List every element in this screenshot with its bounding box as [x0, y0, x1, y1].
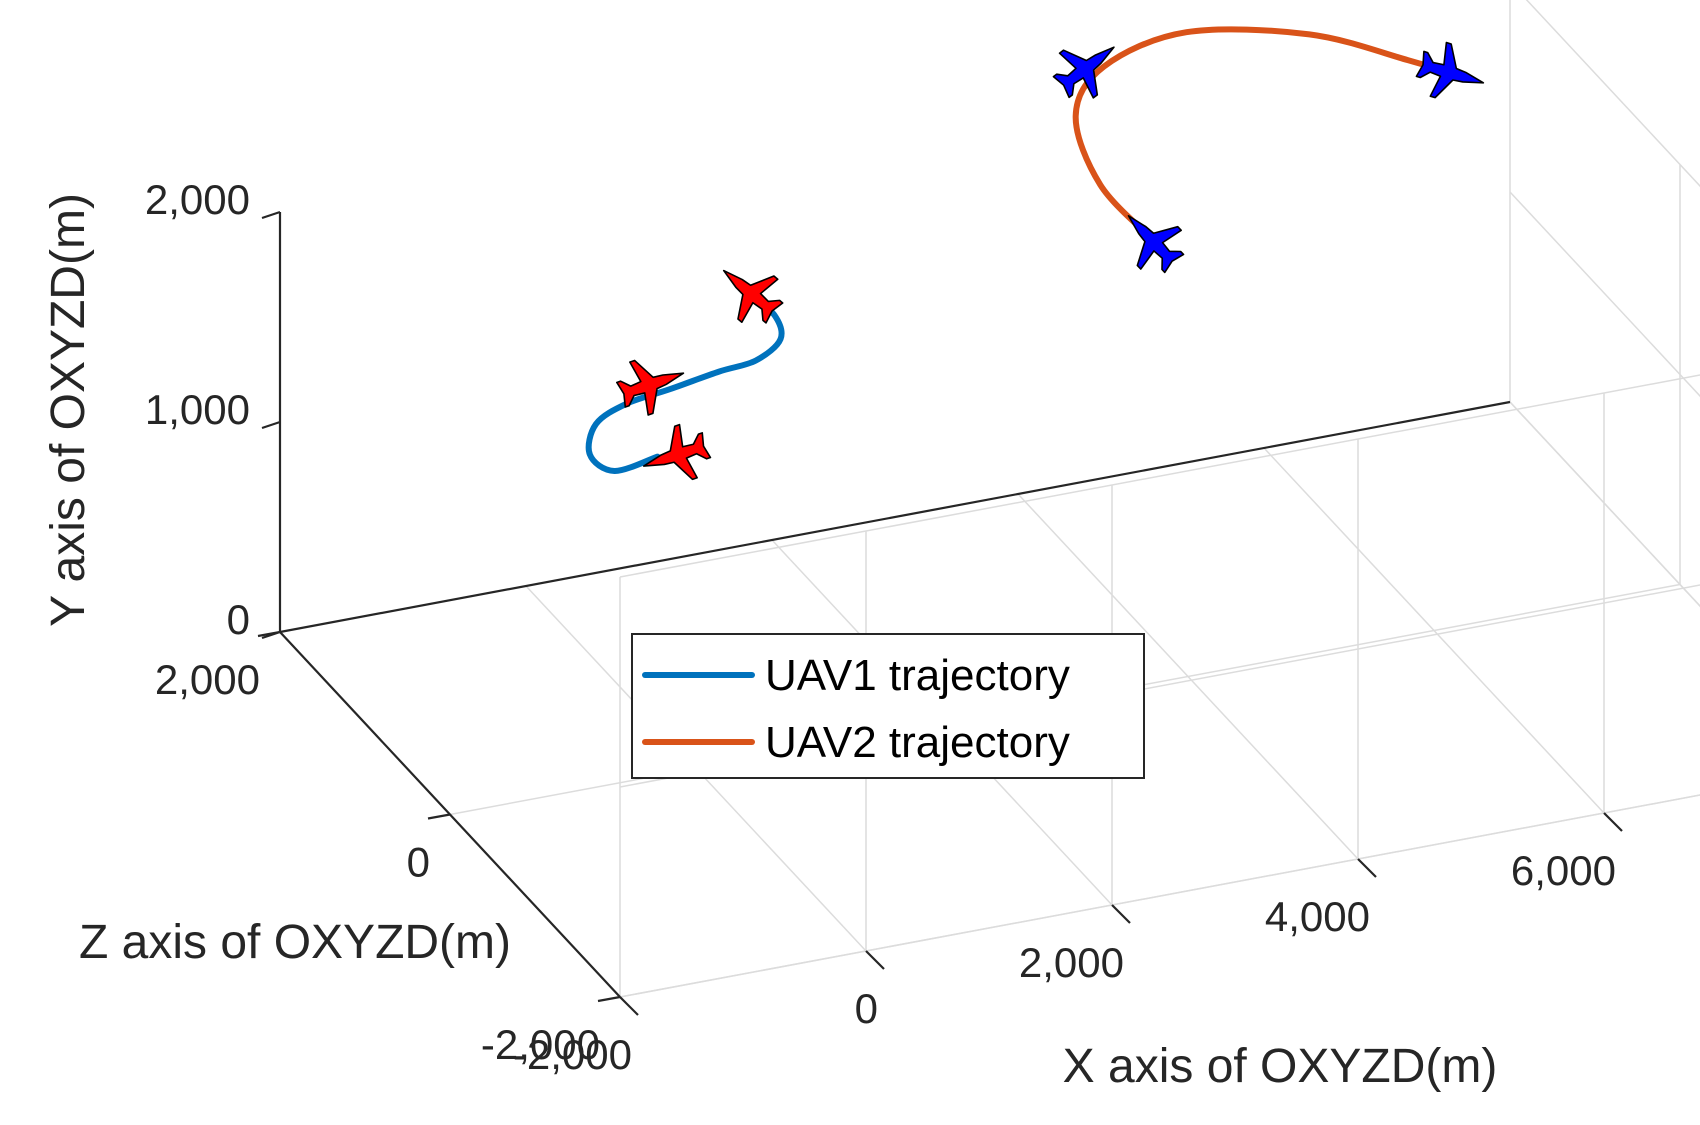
y-axis-title: Y axis of OXYZD(m)	[42, 193, 95, 627]
x-axis-line	[279, 400, 1511, 634]
aircraft-marker-uav2	[1127, 214, 1185, 274]
aircraft-marker-uav2	[1052, 46, 1115, 99]
axis-layer	[257, 210, 1623, 1016]
aircraft-marker-uav2	[1415, 41, 1485, 99]
x-tick-label: 4,000	[1265, 893, 1370, 940]
z-tick-mark	[427, 813, 451, 820]
aircraft-marker-uav1	[616, 359, 685, 416]
x-tick-mark	[619, 996, 639, 1016]
z-tick-label: 2,000	[155, 656, 260, 703]
aircraft-icon	[1127, 214, 1185, 274]
trajectory-line-uav1	[585, 291, 785, 474]
grid-line-side-y	[1509, 401, 1700, 608]
aircraft-icon	[722, 269, 784, 324]
x-tick-mark	[865, 950, 885, 970]
aircraft-icon	[642, 423, 712, 481]
z-tick-label: -2,000	[481, 1021, 600, 1068]
aircraft-icon	[1052, 46, 1115, 99]
y-tick-mark	[261, 630, 281, 640]
x-tick-mark	[1603, 812, 1623, 832]
y-tick-label: 1,000	[145, 386, 250, 433]
x-tick-mark	[1111, 904, 1131, 924]
x-tick-mark	[1357, 858, 1377, 878]
z-axis-title: Z axis of OXYZD(m)	[79, 916, 511, 969]
y-tick-label: 0	[227, 596, 250, 643]
grid-line-floor-z	[619, 794, 1700, 998]
grid-line-floor-x	[1509, 401, 1700, 608]
x-axis-title: X axis of OXYZD(m)	[1063, 1040, 1498, 1093]
aircraft-icon	[1415, 41, 1485, 99]
label-layer: -2,00002,0004,0006,0008,000-2,00002,0000…	[42, 176, 1616, 1093]
y-tick-label: 2,000	[145, 176, 250, 223]
z-tick-label: 0	[407, 839, 430, 886]
grid-line-side-y	[1525, 0, 1700, 188]
grid-line-side-y	[1509, 191, 1700, 398]
legend-label-uav2: UAV2 trajectory	[765, 718, 1070, 767]
grid-line-back-y	[619, 374, 1700, 578]
series-layer	[585, 26, 1485, 481]
aircraft-icon	[616, 359, 685, 416]
x-tick-label: 2,000	[1019, 939, 1124, 986]
aircraft-marker-uav1	[642, 423, 712, 481]
y-tick-mark	[261, 420, 281, 430]
x-tick-label: 0	[855, 985, 878, 1032]
legend: UAV1 trajectory UAV2 trajectory	[631, 633, 1145, 779]
z-tick-mark	[597, 995, 621, 1003]
legend-label-uav1: UAV1 trajectory	[765, 651, 1070, 700]
aircraft-marker-uav1	[722, 269, 784, 324]
legend-box	[631, 633, 1145, 779]
y-tick-mark	[261, 210, 281, 220]
trajectory-line-uav2	[1072, 26, 1454, 243]
x-tick-label: -2,000	[513, 1031, 632, 1078]
x-tick-label: 6,000	[1511, 847, 1616, 894]
